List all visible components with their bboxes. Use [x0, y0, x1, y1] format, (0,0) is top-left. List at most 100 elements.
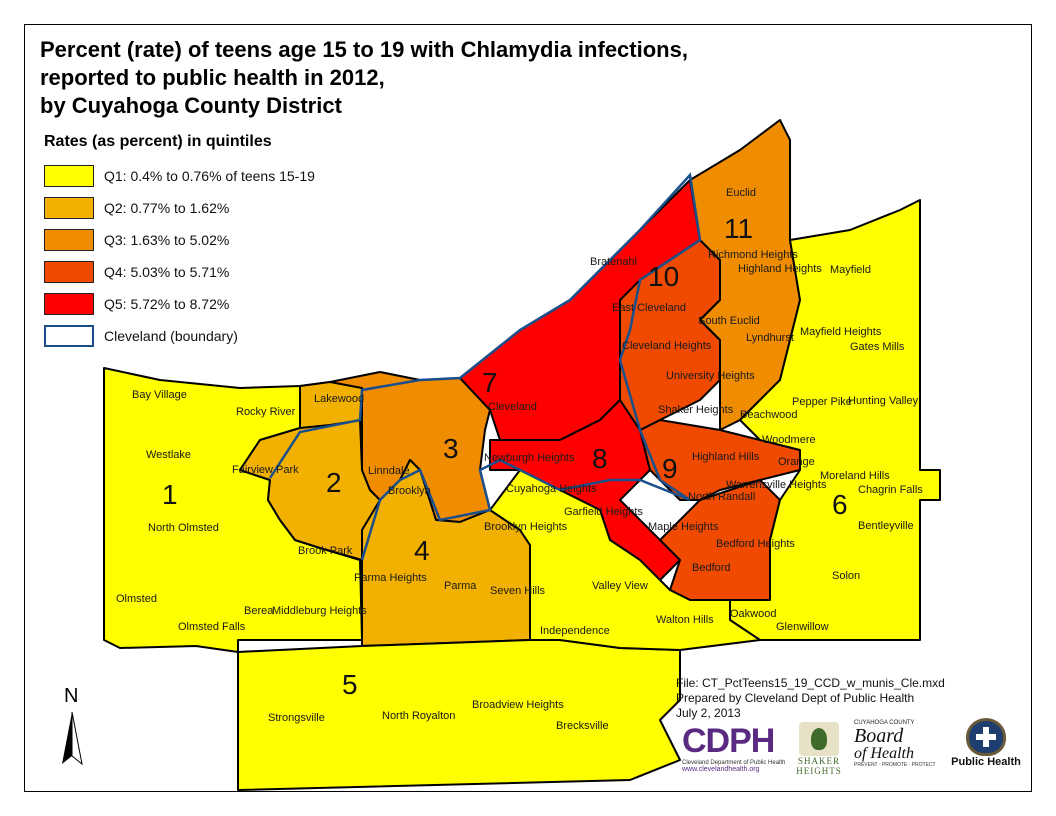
- muni-label: Richmond Heights: [708, 249, 798, 261]
- muni-label: Mayfield: [830, 264, 871, 276]
- cdph-logo: CDPH Cleveland Department of Public Heal…: [682, 722, 786, 782]
- legend-swatch-cleveland: [44, 325, 94, 347]
- muni-label: Bedford Heights: [716, 538, 795, 550]
- muni-label: Walton Hills: [656, 614, 714, 626]
- cdph-logo-text: CDPH: [682, 722, 775, 760]
- muni-label: Glenwillow: [776, 621, 829, 633]
- muni-label: Oakwood: [730, 608, 776, 620]
- shaker-logo-line2: HEIGHTS: [796, 766, 842, 776]
- district-1-number: 1: [162, 479, 178, 510]
- muni-label: Brooklyn: [388, 485, 431, 497]
- legend-item-q2: Q2: 0.77% to 1.62%: [44, 196, 229, 220]
- muni-label: Bay Village: [132, 389, 187, 401]
- legend-label-q1: Q1: 0.4% to 0.76% of teens 15-19: [104, 168, 315, 184]
- legend-swatch-q3: [44, 229, 94, 251]
- legend-label-q4: Q4: 5.03% to 5.71%: [104, 264, 230, 280]
- board-logo-text: Board: [854, 725, 904, 747]
- muni-label: Orange: [778, 456, 815, 468]
- muni-label: Moreland Hills: [820, 470, 890, 482]
- south-central-area: [489, 469, 761, 651]
- muni-label: Linndale: [368, 465, 410, 477]
- muni-label: Solon: [832, 570, 860, 582]
- north-arrow-letter: N: [64, 685, 78, 707]
- cuyahoga-logo-top: CUYAHOGA COUNTY: [854, 720, 915, 726]
- muni-label: Pepper Pike: [792, 396, 852, 408]
- cdph-logo-subtitle: Cleveland Department of Public Health: [682, 760, 786, 766]
- muni-label: Bedford: [692, 562, 731, 574]
- muni-label: Woodmere: [762, 434, 816, 446]
- legend-item-cleveland: Cleveland (boundary): [44, 324, 238, 348]
- legend-label-cleveland: Cleveland (boundary): [104, 328, 238, 344]
- district-3-number: 3: [443, 433, 459, 464]
- district-7-number: 7: [482, 367, 498, 398]
- district-numbers: 1 2 3 4 5 6 7 8 9 10 11: [162, 213, 848, 700]
- muni-label: Bentleyville: [858, 520, 914, 532]
- muni-label: Westlake: [146, 449, 191, 461]
- district-2-number: 2: [326, 467, 342, 498]
- muni-label: Highland Hills: [692, 451, 760, 463]
- legend-label-q3: Q3: 1.63% to 5.02%: [104, 232, 230, 248]
- district-9-number: 9: [662, 453, 678, 484]
- district-polygons: [103, 119, 941, 791]
- district-8-number: 8: [592, 443, 608, 474]
- muni-label: Gates Mills: [850, 341, 905, 353]
- muni-label: Fairview Park: [232, 464, 299, 476]
- board-logo-tagline: PREVENT · PROMOTE · PROTECT: [854, 762, 936, 768]
- muni-label: North Royalton: [382, 710, 455, 722]
- district-6-number: 6: [832, 489, 848, 520]
- district-10-number: 10: [648, 261, 679, 292]
- legend-swatch-q2: [44, 197, 94, 219]
- lakewood-area: [299, 381, 363, 429]
- muni-label: Middleburg Heights: [272, 605, 367, 617]
- map-title-line-2: reported to public health in 2012,: [40, 65, 385, 90]
- north-arrow-dark-half: [62, 712, 72, 764]
- muni-label: Parma Heights: [354, 572, 427, 584]
- cuyahoga-board-of-health-logo: CUYAHOGA COUNTY Board of Health PREVENT …: [854, 720, 940, 784]
- muni-label: Berea: [244, 605, 274, 617]
- legend-item-q1: Q1: 0.4% to 0.76% of teens 15-19: [44, 164, 315, 188]
- muni-label: Beachwood: [740, 409, 798, 421]
- muni-label: Warrensville Heights: [726, 479, 827, 491]
- muni-label: Independence: [540, 625, 610, 637]
- shaker-leaf-icon: [799, 722, 839, 756]
- legend-item-q3: Q3: 1.63% to 5.02%: [44, 228, 229, 252]
- muni-label: Rocky River: [236, 406, 296, 418]
- muni-label: Hunting Valley: [848, 395, 919, 407]
- legend-item-q5: Q5: 5.72% to 8.72%: [44, 292, 229, 316]
- district-5-number: 5: [342, 669, 358, 700]
- muni-label: Seven Hills: [490, 585, 546, 597]
- map-title-line-3: by Cuyahoga County District: [40, 93, 342, 118]
- north-arrow-light-half: [71, 711, 83, 766]
- prepared-by-note: Prepared by Cleveland Dept of Public Hea…: [676, 691, 915, 705]
- muni-label: Strongsville: [268, 712, 325, 724]
- muni-label: Euclid: [726, 187, 756, 199]
- north-arrow: N: [62, 685, 83, 766]
- muni-label: Valley View: [592, 580, 648, 592]
- muni-label: Lakewood: [314, 393, 364, 405]
- muni-label: North Randall: [688, 491, 755, 503]
- muni-label: Bratenahl: [590, 256, 637, 268]
- legend-label-q5: Q5: 5.72% to 8.72%: [104, 296, 230, 312]
- legend-swatch-q5: [44, 293, 94, 315]
- muni-label: Newburgh Heights: [484, 452, 575, 464]
- muni-label: Parma: [444, 580, 477, 592]
- muni-label: Mayfield Heights: [800, 326, 882, 338]
- legend-item-q4: Q4: 5.03% to 5.71%: [44, 260, 229, 284]
- muni-label: Chagrin Falls: [858, 484, 923, 496]
- file-note: File: CT_PctTeens15_19_CCD_w_munis_Cle.m…: [676, 676, 945, 690]
- cleveland-boundary: [268, 172, 702, 561]
- muni-label: Olmsted Falls: [178, 621, 246, 633]
- district-4-number: 4: [414, 535, 430, 566]
- muni-label: Shaker Heights: [658, 404, 734, 416]
- map-title-line-1: Percent (rate) of teens age 15 to 19 wit…: [40, 37, 688, 62]
- muni-label: Brook Park: [298, 545, 353, 557]
- muni-label: Olmsted: [116, 593, 157, 605]
- muni-label: University Heights: [666, 370, 755, 382]
- muni-label: South Euclid: [698, 315, 760, 327]
- muni-label: Brooklyn Heights: [484, 521, 568, 533]
- date-note: July 2, 2013: [676, 706, 741, 720]
- legend-swatch-q4: [44, 261, 94, 283]
- map-frame: [24, 24, 1032, 792]
- muni-label: Maple Heights: [648, 521, 719, 533]
